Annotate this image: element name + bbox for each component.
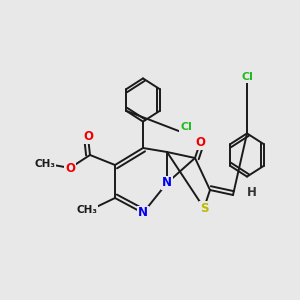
Text: O: O (83, 130, 93, 143)
Text: O: O (195, 136, 205, 149)
Text: S: S (200, 202, 208, 214)
Text: H: H (247, 185, 257, 199)
Text: Cl: Cl (180, 122, 192, 132)
Text: Cl: Cl (241, 72, 253, 82)
Text: CH₃: CH₃ (76, 205, 98, 215)
Text: O: O (65, 161, 75, 175)
Text: CH₃: CH₃ (34, 159, 56, 169)
Text: N: N (138, 206, 148, 220)
Text: N: N (162, 176, 172, 190)
